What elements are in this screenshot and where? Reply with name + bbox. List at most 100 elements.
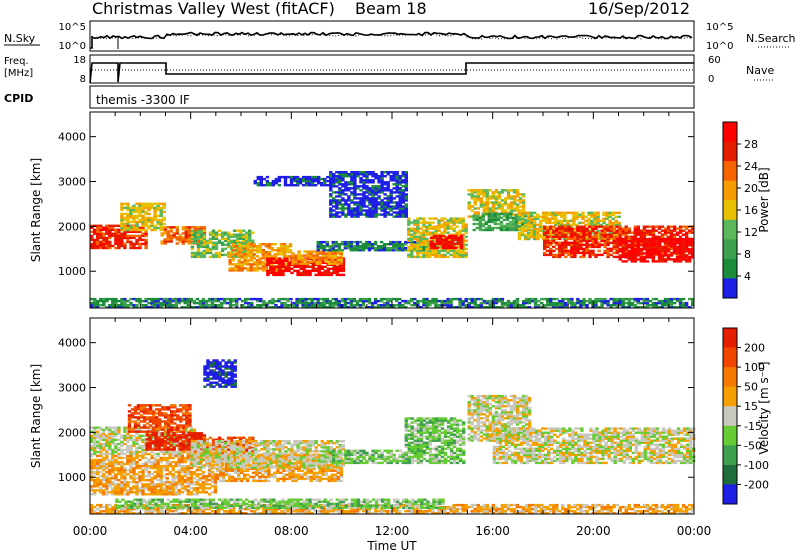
heatmap-cell xyxy=(639,306,643,309)
heatmap-cell xyxy=(663,229,668,232)
heatmap-cell xyxy=(416,247,420,251)
heatmap-cell xyxy=(520,217,525,220)
heatmap-cell xyxy=(93,452,97,456)
heatmap-cell xyxy=(361,297,366,301)
heatmap-cell xyxy=(458,301,462,305)
heatmap-cell xyxy=(347,211,351,214)
heatmap-cell xyxy=(159,224,163,228)
heatmap-cell xyxy=(529,223,534,227)
heatmap-cell xyxy=(258,267,262,270)
heatmap-cell xyxy=(572,211,576,214)
heatmap-cell xyxy=(90,430,94,433)
heatmap-cell xyxy=(234,267,238,270)
heatmap-cell xyxy=(561,299,565,303)
heatmap-cell xyxy=(242,241,246,244)
heatmap-cell xyxy=(482,191,486,194)
heatmap-cell xyxy=(648,229,653,232)
heatmap-cell xyxy=(261,257,265,260)
heatmap-cell xyxy=(482,301,486,305)
heatmap-cell xyxy=(158,428,162,431)
heatmap-cell xyxy=(425,229,429,232)
heatmap-cell xyxy=(511,218,516,222)
heatmap-cell xyxy=(184,230,188,233)
heatmap-cell xyxy=(494,211,499,214)
heatmap-cell xyxy=(341,207,345,210)
heatmap-cell xyxy=(588,301,592,305)
heatmap-cell xyxy=(642,258,647,261)
heatmap-cell xyxy=(458,306,462,309)
heatmap-cell xyxy=(491,205,496,208)
heatmap-cell xyxy=(615,306,619,309)
heatmap-cell xyxy=(441,240,446,244)
heatmap-cell xyxy=(198,306,203,309)
heatmap-cell xyxy=(594,235,598,238)
heatmap-cell xyxy=(111,426,115,429)
heatmap-cell xyxy=(549,227,553,230)
heatmap-cell xyxy=(618,250,622,253)
heatmap-cell xyxy=(324,260,328,263)
heatmap-cell xyxy=(208,239,213,242)
heatmap-cell xyxy=(368,201,372,204)
heatmap-cell xyxy=(452,227,456,230)
heatmap-cell xyxy=(126,444,130,448)
heatmap-cell xyxy=(343,247,348,250)
heatmap-cell xyxy=(645,248,650,251)
heatmap-cell xyxy=(669,240,674,243)
heatmap-cell xyxy=(509,205,514,208)
heatmap-cell xyxy=(355,245,360,248)
heatmap-cell xyxy=(663,260,668,263)
heatmap-cell xyxy=(551,215,555,218)
heatmap-cell xyxy=(681,238,686,241)
heatmap-cell xyxy=(461,251,465,255)
heatmap-cell xyxy=(332,175,336,178)
heatmap-cell xyxy=(578,221,582,225)
heatmap-cell xyxy=(114,301,118,305)
heatmap-cell xyxy=(422,229,426,232)
heatmap-cell xyxy=(398,187,402,190)
heatmap-cell xyxy=(169,228,173,231)
heatmap-cell xyxy=(558,247,562,251)
heatmap-cell xyxy=(132,218,136,222)
heatmap-cell xyxy=(545,221,549,225)
heatmap-cell xyxy=(407,239,411,242)
heatmap-cell xyxy=(470,215,474,218)
heatmap-cell xyxy=(332,215,336,218)
heatmap-cell xyxy=(422,243,426,246)
heatmap-cell xyxy=(248,235,252,238)
heatmap-cell xyxy=(147,208,151,212)
heatmap-cell xyxy=(135,440,139,444)
heatmap-cell xyxy=(99,244,103,248)
heatmap-cell xyxy=(672,244,677,247)
heatmap-cell xyxy=(105,452,109,456)
heatmap-cell xyxy=(132,234,136,238)
heatmap-cell xyxy=(236,241,240,244)
heatmap-cell xyxy=(239,231,243,234)
heatmap-cell xyxy=(159,304,163,307)
heatmap-cell xyxy=(549,304,553,307)
heatmap-cell xyxy=(523,233,528,237)
heatmap-cell xyxy=(338,195,342,198)
heatmap-cell xyxy=(175,228,179,231)
heatmap-cell xyxy=(236,237,240,240)
heatmap-cell xyxy=(184,232,188,235)
heatmap-cell xyxy=(330,258,334,261)
heatmap-cell xyxy=(389,199,393,202)
heatmap-cell xyxy=(549,253,553,257)
heatmap-cell xyxy=(300,260,304,263)
heatmap-cell xyxy=(311,269,315,273)
heatmap-cell xyxy=(368,211,372,214)
heatmap-cell xyxy=(639,241,643,244)
heatmap-cell xyxy=(481,218,485,222)
heatmap-cell xyxy=(356,193,360,196)
heatmap-cell xyxy=(612,239,616,242)
heatmap-cell xyxy=(129,214,133,218)
heatmap-cell xyxy=(509,301,514,305)
heatmap-cell xyxy=(138,428,142,431)
heatmap-cell xyxy=(621,242,625,245)
colorbar-tick-label: 8 xyxy=(744,248,751,261)
heatmap-cell xyxy=(350,173,354,176)
heatmap-cell xyxy=(144,212,148,216)
heatmap-cell xyxy=(416,219,420,222)
heatmap-cell xyxy=(517,211,522,214)
